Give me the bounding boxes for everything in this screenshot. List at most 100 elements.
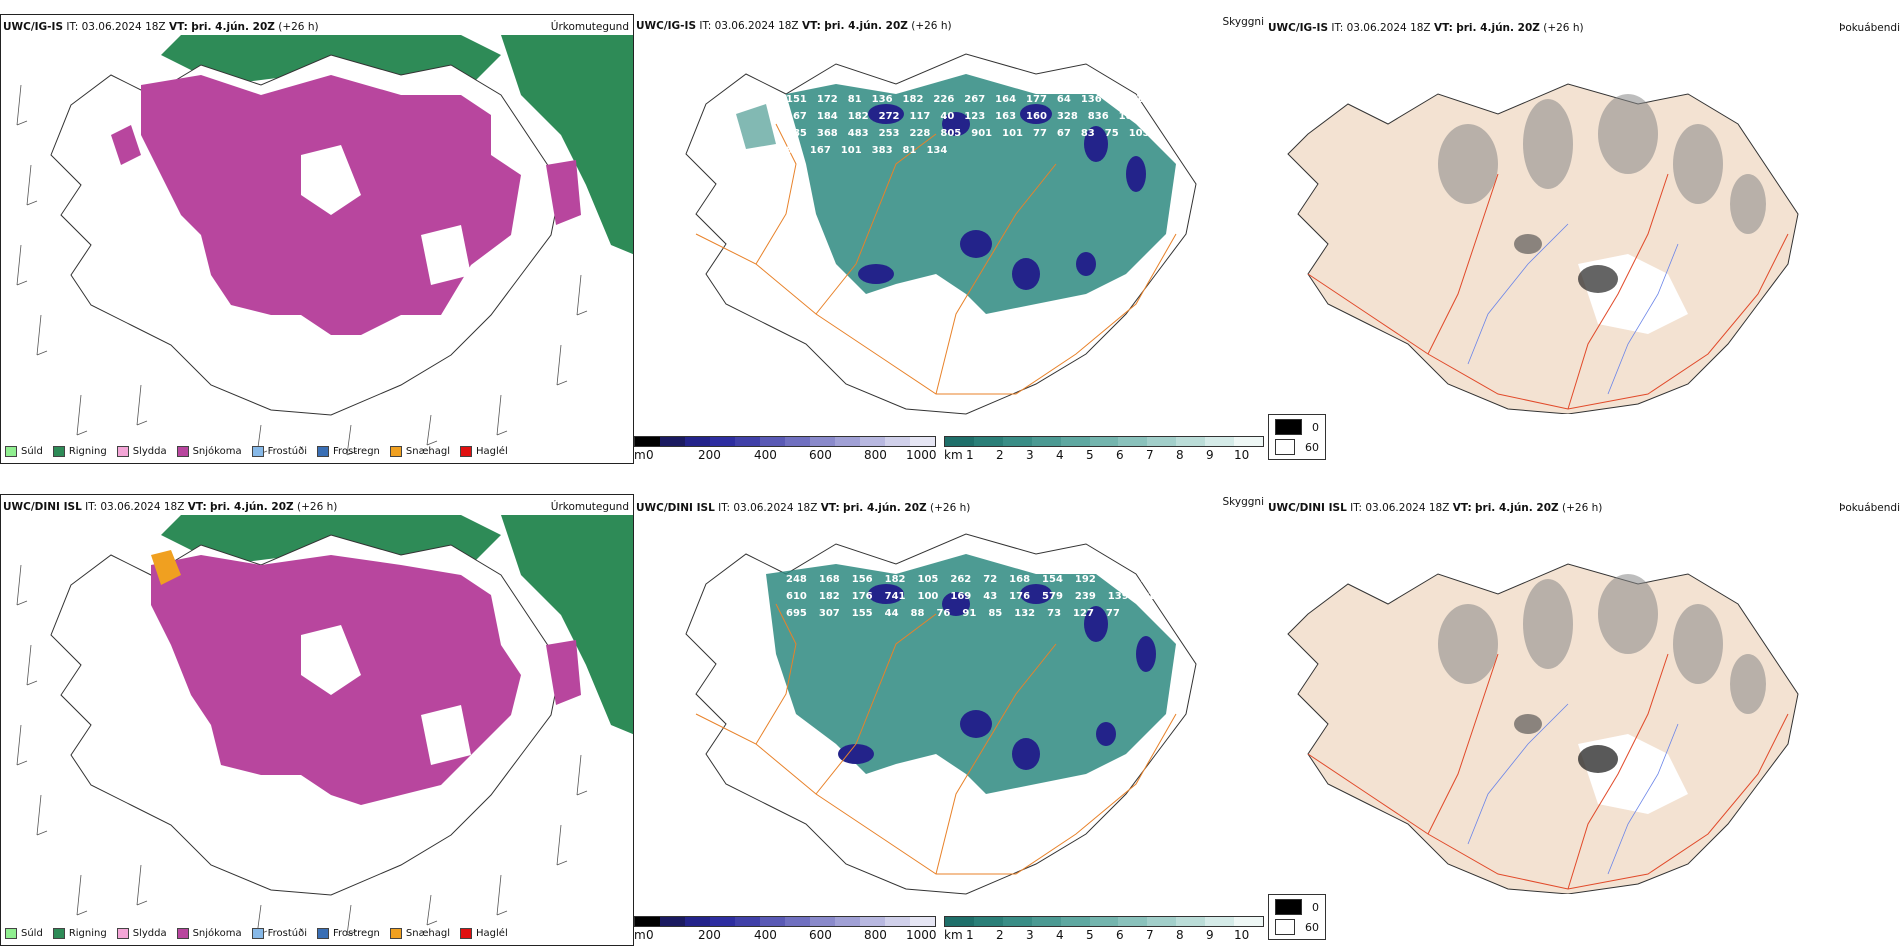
colorbar-step bbox=[1089, 917, 1119, 926]
legend-swatch bbox=[1275, 899, 1302, 915]
visibility-value: 83 bbox=[1111, 94, 1126, 105]
colorbar-step bbox=[1234, 437, 1263, 446]
scale-unit: km bbox=[944, 448, 963, 462]
colorbar-step bbox=[785, 917, 810, 926]
legend-item: Rigning bbox=[52, 446, 107, 457]
legend-item: Haglél bbox=[460, 446, 508, 457]
colorbar-step bbox=[710, 437, 735, 446]
colorbar-step bbox=[760, 917, 785, 926]
visibility-value: 211 bbox=[1140, 591, 1162, 602]
legend-item: Frostúði bbox=[251, 928, 307, 939]
colorbar-step bbox=[945, 917, 974, 926]
legend-swatch bbox=[5, 928, 17, 939]
visibility-value: 139 bbox=[1107, 591, 1129, 602]
tick-label: 8 bbox=[1176, 928, 1184, 942]
tick-label: 1000 bbox=[906, 928, 937, 942]
visibility-map-graphic bbox=[685, 533, 1197, 895]
visibility-value: 160 bbox=[1026, 111, 1047, 122]
visibility-value: 368 bbox=[816, 128, 838, 139]
colorbar-step bbox=[835, 917, 860, 926]
km-colorbar bbox=[944, 916, 1264, 927]
legend-swatch bbox=[317, 928, 329, 939]
legend-swatch bbox=[52, 928, 65, 939]
legend-swatch bbox=[116, 446, 129, 457]
visibility-value: 72 bbox=[983, 574, 998, 585]
tick-label: 2 bbox=[996, 928, 1004, 942]
visibility-value: 67 bbox=[1056, 128, 1071, 139]
map-title: UWC/DINI ISL IT: 03.06.2024 18Z VT: þri.… bbox=[1268, 502, 1603, 514]
legend-item: Súld bbox=[5, 446, 43, 457]
colorbar-step bbox=[735, 917, 760, 926]
visibility-value: 162 bbox=[1135, 94, 1157, 105]
visibility-value: 81 bbox=[902, 145, 917, 156]
tick-label: 400 bbox=[754, 928, 777, 942]
visibility-value: 94 bbox=[786, 145, 800, 156]
panel-label: Úrkomutegund bbox=[550, 21, 629, 33]
visibility-value: 610 bbox=[786, 591, 807, 602]
precip-legend: Súld Rigning Slydda Snjókoma Frostúði Fr… bbox=[5, 446, 508, 457]
tick-label: 600 bbox=[809, 928, 832, 942]
visibility-value: 182 bbox=[847, 111, 869, 122]
visibility-value: 101 bbox=[1002, 128, 1023, 139]
legend-swatch bbox=[176, 446, 189, 457]
colorbar-step bbox=[1176, 437, 1206, 446]
tick-label: 1 bbox=[966, 448, 974, 462]
legend-swatch bbox=[1275, 439, 1295, 455]
legend-item: Snæhagl bbox=[389, 928, 450, 939]
visibility-value: 105 bbox=[917, 574, 939, 585]
colorbar-step bbox=[1118, 437, 1148, 446]
tick-label: 800 bbox=[864, 928, 887, 942]
legend-item: Súld bbox=[5, 928, 43, 939]
colorbar-step bbox=[885, 437, 910, 446]
tick-label: 4 bbox=[1056, 928, 1064, 942]
colorbar-step bbox=[735, 437, 760, 446]
panel-label: Skyggni bbox=[1222, 16, 1265, 28]
visibility-value: 127 bbox=[1073, 608, 1094, 619]
colorbar-step bbox=[945, 437, 974, 446]
colorbar-step bbox=[785, 437, 810, 446]
legend-item: Frostúði bbox=[251, 446, 307, 457]
km-ticks: km 1 2 3 4 5 6 7 8 9 10 bbox=[944, 927, 1264, 942]
panel-label: Þokuábendi bbox=[1839, 502, 1900, 514]
tick-label: 800 bbox=[864, 448, 887, 462]
visibility-value: 81 bbox=[847, 94, 862, 105]
precip-map-graphic bbox=[16, 515, 633, 936]
visibility-value: 100 bbox=[917, 591, 939, 602]
visibility-value: 155 bbox=[851, 608, 873, 619]
tick-label: 8 bbox=[1176, 448, 1184, 462]
tick-label: 10 bbox=[1234, 928, 1250, 942]
visibility-km-scale: km 1 2 3 4 5 6 7 8 9 10 bbox=[944, 916, 1264, 948]
visibility-value: 172 bbox=[816, 94, 838, 105]
visibility-value: 176 bbox=[851, 591, 873, 602]
colorbar-step bbox=[885, 917, 910, 926]
visibility-value: 76 bbox=[936, 608, 951, 619]
tick-label: 0 bbox=[646, 448, 654, 462]
legend-swatch bbox=[251, 446, 264, 457]
visibility-value: 176 bbox=[1009, 591, 1031, 602]
altitude-colorbar bbox=[634, 916, 936, 927]
visibility-value: 91 bbox=[962, 608, 977, 619]
visibility-labels: 248 168 156 182 105 262 72 168 154 192 1… bbox=[786, 574, 1166, 774]
visibility-value: 695 bbox=[786, 608, 807, 619]
visibility-value: 192 bbox=[1074, 574, 1096, 585]
visibility-value: 182 bbox=[818, 591, 840, 602]
legend-item: Frostregn bbox=[317, 928, 380, 939]
visibility-value: 267 bbox=[964, 94, 986, 105]
visibility-value: 75 bbox=[1104, 128, 1119, 139]
legend-swatch bbox=[251, 928, 264, 939]
legend-item: 60 bbox=[1275, 439, 1319, 455]
altitude-colorbar bbox=[634, 436, 936, 447]
map-title: UWC/IG-IS IT: 03.06.2024 18Z VT: þri. 4.… bbox=[3, 21, 319, 33]
legend-item: Slydda bbox=[116, 446, 167, 457]
legend-item: Snæhagl bbox=[389, 446, 450, 457]
tick-label: 10 bbox=[1234, 448, 1250, 462]
legend-swatch bbox=[176, 928, 189, 939]
colorbar-step bbox=[1147, 437, 1177, 446]
visibility-value: 105 bbox=[1128, 128, 1150, 139]
legend-swatch bbox=[1275, 419, 1302, 435]
precip-type-map-dini: UWC/DINI ISL IT: 03.06.2024 18Z VT: þri.… bbox=[0, 494, 634, 946]
fog-legend: 0 60 bbox=[1268, 894, 1326, 940]
visibility-value: 901 bbox=[971, 128, 993, 139]
visibility-value: 383 bbox=[871, 145, 893, 156]
visibility-labels: 151 172 81 136 182 226 267 164 177 64 13… bbox=[786, 94, 1166, 294]
